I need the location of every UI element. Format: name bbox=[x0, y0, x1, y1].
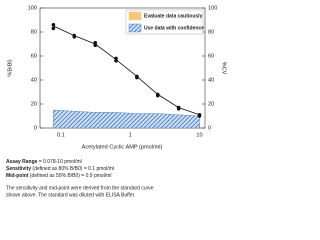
x-axis-title: Acetylated Cyclic AMP (pmol/ml) bbox=[82, 144, 163, 150]
data-point bbox=[114, 59, 118, 63]
y-axis-title: %B/B0 bbox=[7, 59, 13, 76]
y-tick-label: 20 bbox=[31, 101, 37, 107]
note-label: Assay Range bbox=[6, 159, 38, 165]
x-tick-label: 0.1 bbox=[57, 132, 65, 138]
footnote: shown above. The standard was diluted wi… bbox=[6, 192, 135, 198]
chart: Acetylated Cyclic AMP (pmol/ml) %B/B0 %C… bbox=[6, 5, 227, 198]
legend-label: Use data with confidence bbox=[144, 25, 204, 31]
legend-swatch bbox=[128, 11, 142, 21]
data-point bbox=[51, 23, 56, 27]
legend-label: Evaluate data cautiously bbox=[144, 13, 203, 19]
y2-tick-label: 40 bbox=[208, 77, 214, 83]
y-tick-label: 0 bbox=[34, 125, 37, 131]
data-point bbox=[72, 35, 77, 39]
note-text: (defined as 80% B/B0) = 0.1 pmol/ml bbox=[31, 166, 114, 172]
fit-line bbox=[53, 25, 200, 116]
legend-swatch bbox=[128, 23, 142, 33]
y-tick-label: 40 bbox=[31, 77, 37, 83]
note-midpoint: Mid-point (defined as 50% B/B0) = 0.9 pm… bbox=[6, 173, 111, 179]
y2-axis-title: %CV bbox=[221, 62, 227, 75]
note-text: = 0.078-10 pmol/ml bbox=[37, 159, 81, 165]
data-point bbox=[135, 75, 139, 80]
footnote: The sensitivity and mid-point were deriv… bbox=[6, 185, 154, 191]
y2-tick-label: 20 bbox=[208, 101, 214, 107]
data-point bbox=[197, 114, 202, 118]
cv-area bbox=[53, 109, 200, 129]
x-tick-label: 1 bbox=[129, 132, 132, 138]
y-tick-label: 80 bbox=[31, 29, 37, 35]
data-point bbox=[155, 93, 160, 98]
note-label: Mid-point bbox=[6, 173, 29, 179]
x-tick-label: 10 bbox=[196, 132, 202, 138]
data-point bbox=[51, 26, 56, 31]
note-text: (defined as 50% B/B0) = 0.9 pmol/ml bbox=[29, 173, 112, 179]
data-point bbox=[93, 43, 98, 47]
y-tick-label: 100 bbox=[28, 5, 37, 11]
note-range: Assay Range = 0.078-10 pmol/ml bbox=[6, 159, 82, 165]
note-sensitivity: Sensitivity (defined as 80% B/B0) = 0.1 … bbox=[6, 166, 114, 172]
y2-tick-label: 60 bbox=[208, 53, 214, 59]
y-tick-label: 60 bbox=[31, 53, 37, 59]
y2-tick-label: 80 bbox=[208, 29, 214, 35]
note-label: Sensitivity bbox=[6, 166, 31, 172]
y2-tick-label: 100 bbox=[208, 5, 217, 11]
data-point bbox=[176, 107, 181, 111]
y2-tick-label: 0 bbox=[208, 125, 211, 131]
